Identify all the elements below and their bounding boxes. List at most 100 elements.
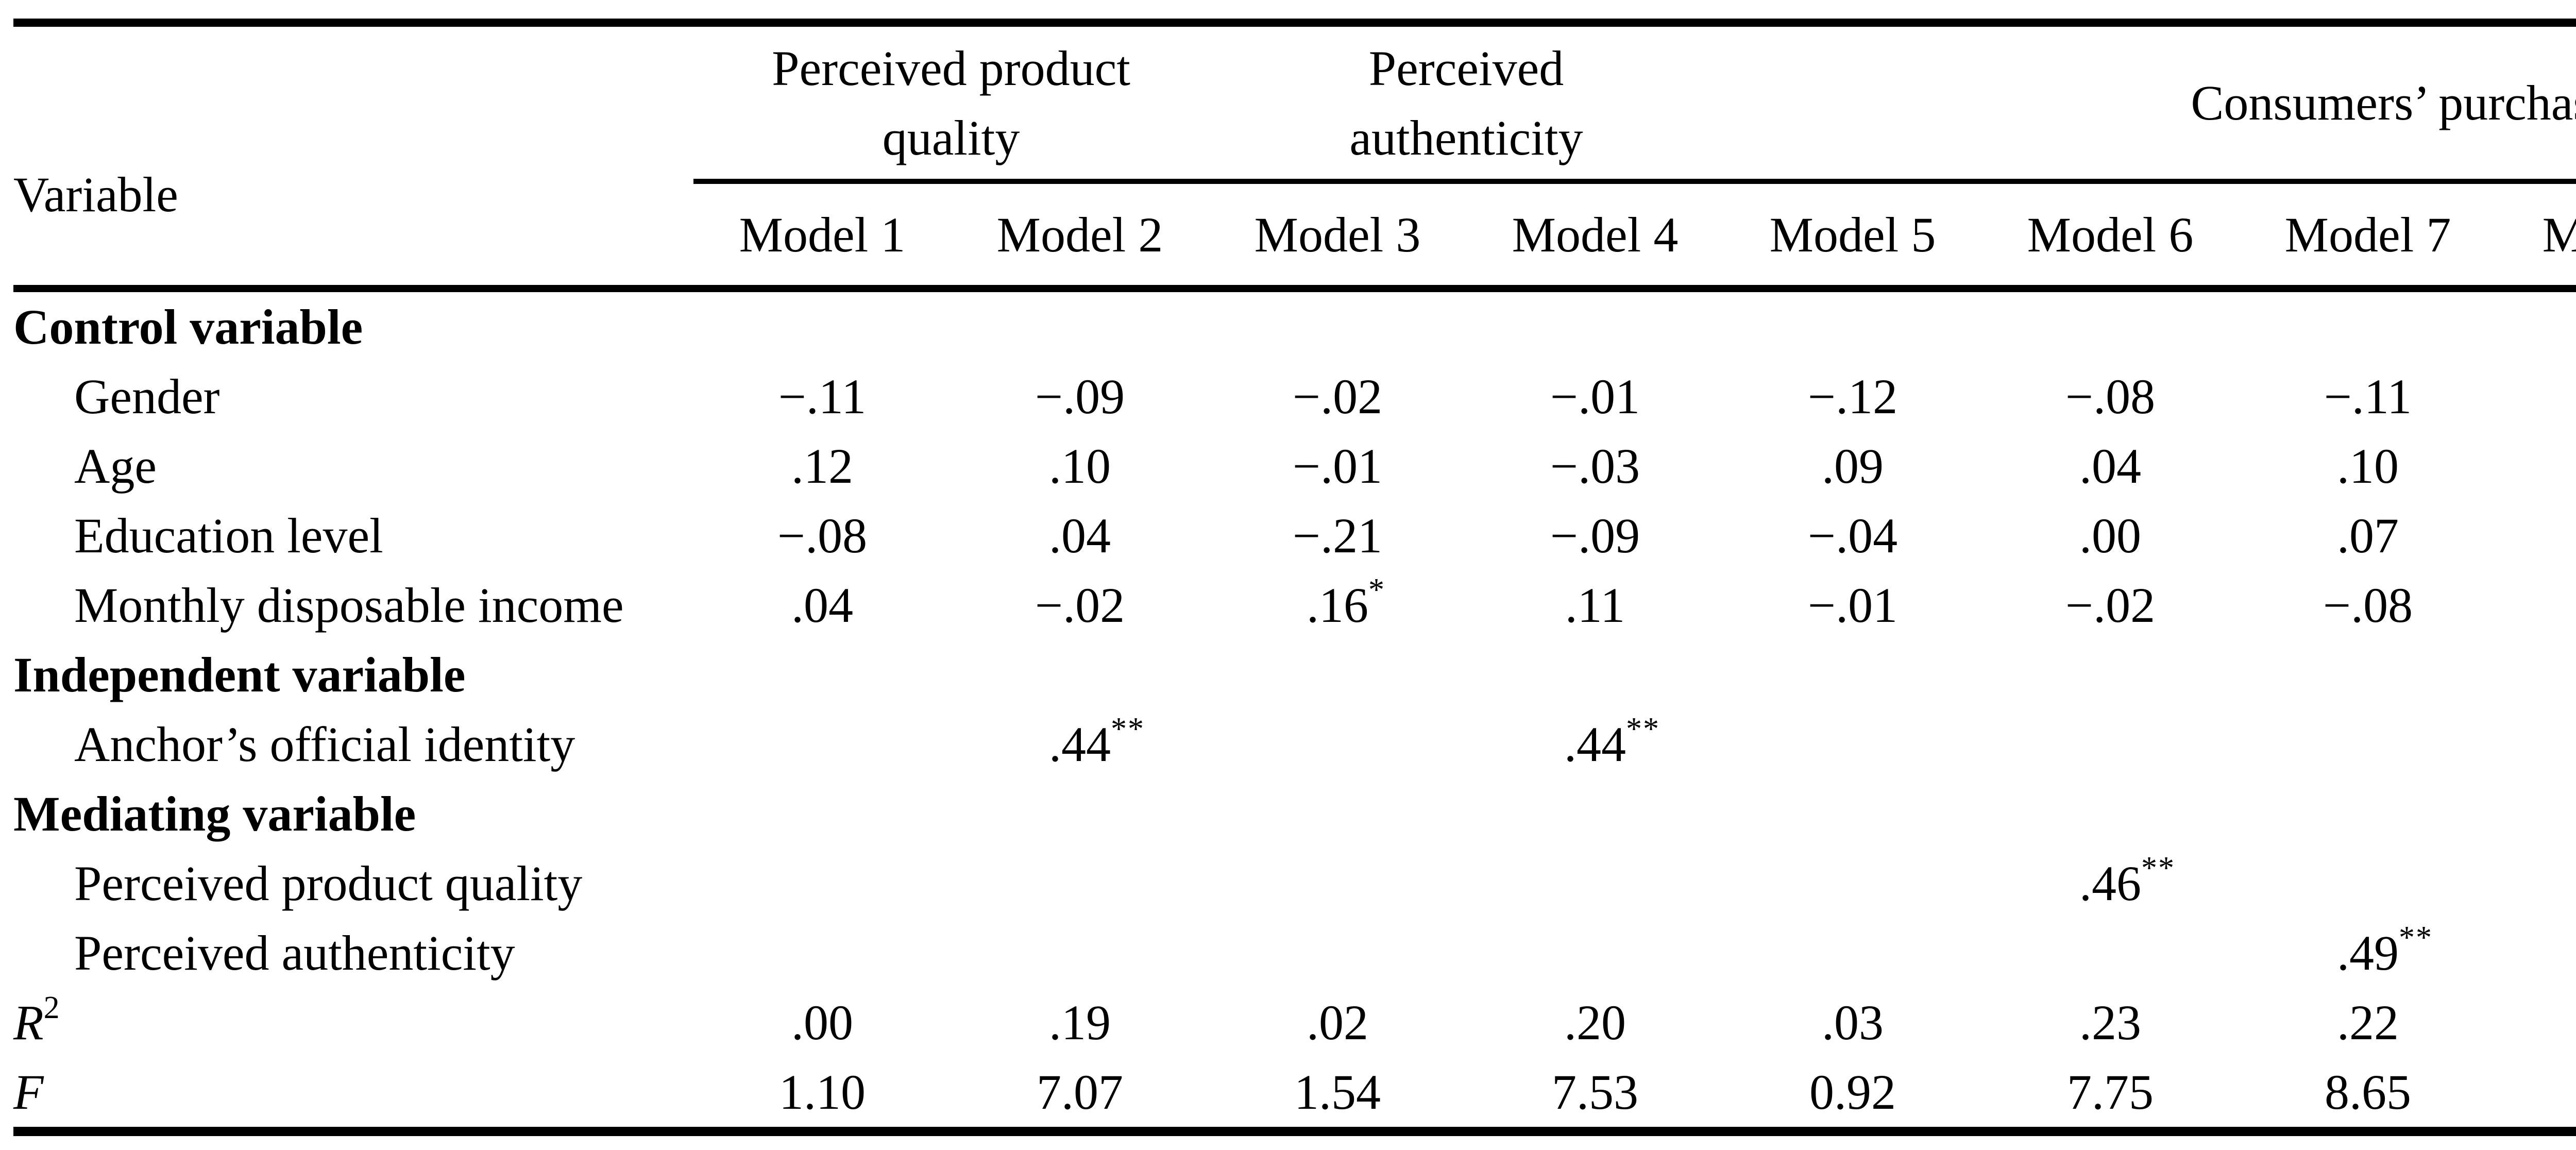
value-cell: .07 xyxy=(2497,437,2576,495)
value-cell: 8.65 xyxy=(2325,1064,2411,1120)
value-cell: .23 xyxy=(2079,995,2141,1050)
value-cell: −.01 xyxy=(1550,369,1640,424)
row-label: Anchor’s official identity xyxy=(74,717,575,772)
value-cell: .04 xyxy=(1049,508,1111,563)
value-cell: .46** xyxy=(2079,851,2175,911)
coefficient-value: .44 xyxy=(1564,717,1626,772)
value-cell: .22 xyxy=(2337,995,2399,1050)
value-cell: 7.53 xyxy=(1552,1064,1638,1120)
value-cell: −.08 xyxy=(2065,369,2156,424)
value-cell: −.11 xyxy=(2497,368,2576,425)
value-cell: 0.92 xyxy=(1809,1064,1896,1120)
value-cell: .11 xyxy=(1565,578,1625,633)
column-group-header: Perceived authenticity xyxy=(1209,33,1724,173)
value-cell: −.03 xyxy=(1550,438,1640,494)
value-cell: .20 xyxy=(1564,995,1626,1050)
table-row: Perceived authenticity.49**.37** xyxy=(13,918,2576,988)
value-cell: −.09 xyxy=(1550,508,1640,563)
value-cell: .10 xyxy=(2337,438,2399,494)
row-label: Monthly disposable income xyxy=(74,578,624,633)
value-cell: −.04 xyxy=(1807,508,1898,563)
value-cell: −.02 xyxy=(2065,578,2156,633)
value-cell: −.02 xyxy=(1292,369,1383,424)
table-row: Independent variable xyxy=(13,640,2576,709)
value-cell: 7.75 xyxy=(2067,1064,2154,1120)
row-label-text: R xyxy=(13,995,44,1050)
value-cell: .08 xyxy=(2497,507,2576,564)
coefficient-value: .44 xyxy=(1049,717,1111,772)
value-cell: .04 xyxy=(2079,438,2141,494)
table-row: R2.00.19.02.20.03.23.22.21.26.28 xyxy=(13,988,2576,1057)
value-cell: .02 xyxy=(1307,995,1368,1050)
row-label: Perceived product quality xyxy=(74,856,583,911)
column-group-header: Consumers’ purchase intention xyxy=(1724,68,2576,138)
value-cell: .44** xyxy=(2497,716,2576,773)
model-header: Model 6 xyxy=(2027,207,2194,262)
column-group-label: Perceived product quality xyxy=(772,40,1130,165)
row-label: F xyxy=(13,1064,44,1120)
value-cell: .00 xyxy=(791,995,853,1050)
table-top-rule xyxy=(13,19,2576,27)
model-header: Model 5 xyxy=(1769,207,1936,262)
value-cell: −.08 xyxy=(2323,578,2413,633)
row-label: Mediating variable xyxy=(13,786,416,841)
column-group-label: Perceived authenticity xyxy=(1349,40,1583,165)
model-header: Model 1 xyxy=(739,207,906,262)
model-header-row: Model 1 Model 2 Model 3 Model 4 Model 5 Model… xyxy=(693,184,2576,285)
row-label: Age xyxy=(74,438,157,494)
value-cell: −.11 xyxy=(2324,369,2412,424)
header-divider-rule xyxy=(13,285,2576,292)
value-cell: .44** xyxy=(1564,712,1660,772)
value-cell: .04 xyxy=(791,578,853,633)
value-cell: .16* xyxy=(1307,572,1385,633)
row-label: Independent variable xyxy=(13,647,466,702)
value-cell: −.01 xyxy=(1292,438,1383,494)
column-group-header-row: Perceived product quality Perceived authe… xyxy=(693,27,2576,179)
value-cell: .12 xyxy=(791,438,853,494)
coefficient-value: .49 xyxy=(2337,925,2399,980)
table-header: Variable Perceived product quality Percei… xyxy=(13,27,2576,285)
model-header: Model 8 xyxy=(2542,207,2576,262)
table-row: Monthly disposable income .04 −.02 .16* .11 −… xyxy=(13,570,2576,640)
model-header: Model 2 xyxy=(996,207,1163,262)
column-group-rule xyxy=(693,179,2576,184)
value-cell: .10 xyxy=(1049,438,1111,494)
value-cell: −.12 xyxy=(1807,369,1898,424)
value-cell: −.08 xyxy=(777,508,868,563)
value-cell: .49** xyxy=(2337,920,2433,980)
row-label: R2 xyxy=(13,990,693,1051)
model-header: Model 3 xyxy=(1254,207,1421,262)
column-group-label: Consumers’ purchase intention xyxy=(2191,75,2576,130)
value-cell: −.09 xyxy=(1035,369,1125,424)
value-cell: −.01 xyxy=(1807,578,1898,633)
variable-column-header: Variable xyxy=(13,167,178,222)
table-row: Gender−.11−.09−.02−.01−.12−.08−.11−.11−.… xyxy=(13,362,2576,431)
row-label: Control variable xyxy=(13,299,363,354)
model-header: Model 4 xyxy=(1512,207,1679,262)
table-row: Mediating variable xyxy=(13,779,2576,849)
value-cell: 7.07 xyxy=(1037,1064,1123,1120)
value-cell: 6.61 xyxy=(2497,1063,2576,1121)
model-header: Model 7 xyxy=(2284,207,2451,262)
row-label: Education level xyxy=(74,508,383,563)
regression-results-table: Variable Perceived product quality Percei… xyxy=(13,19,2576,1136)
table-row: Education level −.08 .04 −.21 −.09 −.04 .00 .07… xyxy=(13,501,2576,570)
value-cell: 1.10 xyxy=(779,1064,866,1120)
value-cell: .19 xyxy=(1049,995,1111,1050)
table-bottom-rule xyxy=(13,1127,2576,1136)
model-columns-header-area: Perceived product quality Perceived authe… xyxy=(693,27,2576,285)
value-cell: .03 xyxy=(1822,995,1884,1050)
value-cell: .07 xyxy=(2337,508,2399,563)
column-group-header: Perceived product quality xyxy=(693,33,1209,173)
value-cell: .09 xyxy=(1822,438,1884,494)
row-label-superscript: 2 xyxy=(43,990,60,1025)
value-cell: −.06 xyxy=(2497,577,2576,634)
table-row: Control variable xyxy=(13,292,2576,362)
coefficient-value: .16 xyxy=(1307,578,1368,633)
coefficient-value: .46 xyxy=(2079,856,2141,911)
table-row: Age.12.10−.01−.03.09.04.10.07.04.08 xyxy=(13,431,2576,501)
row-label: Perceived authenticity xyxy=(74,925,515,980)
table-row: Perceived product quality.46**.34** xyxy=(13,849,2576,918)
value-cell: −.21 xyxy=(1292,508,1383,563)
value-cell: .21 xyxy=(2497,994,2576,1051)
